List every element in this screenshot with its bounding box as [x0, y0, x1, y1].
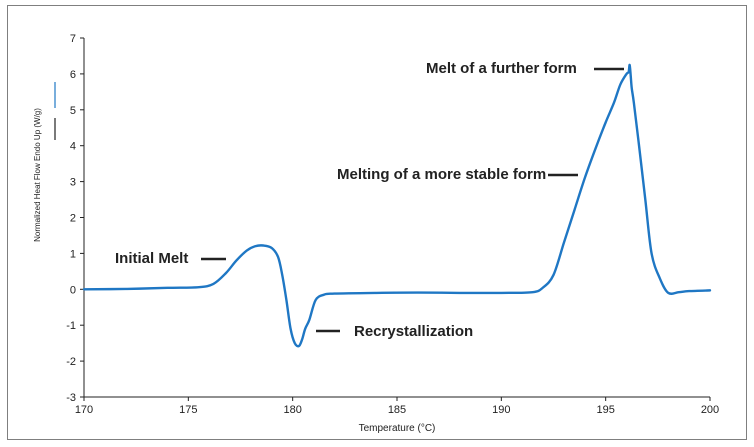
y-tick-label: 3 [70, 177, 76, 189]
x-tick-label: 190 [492, 404, 510, 416]
y-tick-label: 1 [70, 248, 76, 260]
annotation-stable-form-text: Melting of a more stable form [337, 166, 546, 183]
y-tick-label: -3 [66, 392, 76, 404]
y-tick-label: 2 [70, 213, 76, 225]
annotation-further-form-text: Melt of a further form [426, 60, 577, 77]
annotation-initial-melt-text: Initial Melt [115, 250, 188, 267]
y-tick-label: -1 [66, 320, 76, 332]
x-tick-label: 180 [283, 404, 301, 416]
x-tick-label: 185 [388, 404, 406, 416]
annotation-recrystallization-text: Recrystallization [354, 323, 473, 340]
annotations: Initial Melt Recrystallization Melting of … [115, 60, 624, 340]
x-tick-label: 170 [75, 404, 93, 416]
y-tick-label: 5 [70, 105, 76, 117]
x-axis-title: Temperature (°C) [359, 423, 436, 434]
y-tick-label: 6 [70, 69, 76, 81]
x-tick-label: 195 [596, 404, 614, 416]
heat-flow-series [82, 63, 712, 348]
y-axis-title: Normalized Heat Flow Endo Up (W/g) [33, 108, 42, 242]
axes: -3 -2 -1 0 1 2 3 4 5 6 7 170 175 180 185 190 195 200 [66, 33, 719, 416]
y-tick-label: 4 [70, 141, 76, 153]
y-tick-label: 7 [70, 33, 76, 45]
x-tick-label: 175 [179, 404, 197, 416]
x-tick-label: 200 [701, 404, 719, 416]
y-tick-label: -2 [66, 356, 76, 368]
y-tick-label: 0 [70, 284, 76, 296]
